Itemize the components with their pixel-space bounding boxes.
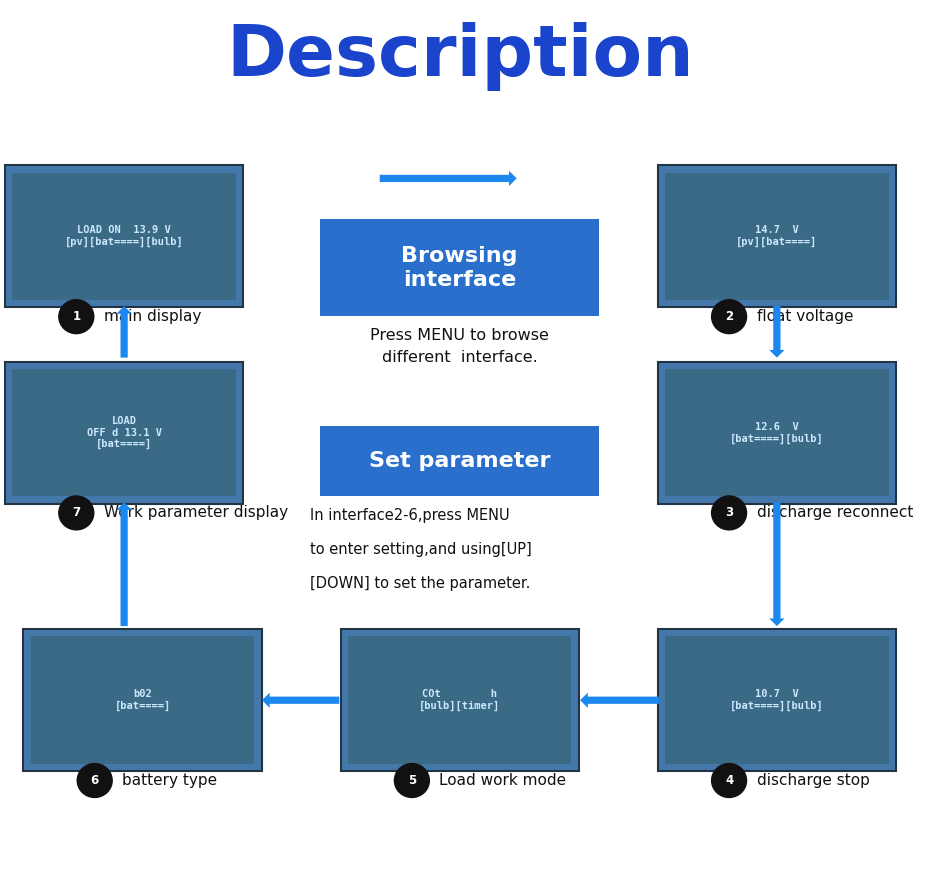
- Text: Work parameter display: Work parameter display: [104, 506, 288, 520]
- Text: 14.7  V
[pv][bat====]: 14.7 V [pv][bat====]: [736, 226, 817, 247]
- Text: 3: 3: [725, 507, 733, 519]
- FancyBboxPatch shape: [665, 369, 888, 496]
- Text: 7: 7: [72, 507, 80, 519]
- Circle shape: [59, 496, 94, 530]
- Circle shape: [711, 496, 746, 530]
- Text: 10.7  V
[bat====][bulb]: 10.7 V [bat====][bulb]: [730, 690, 824, 711]
- FancyBboxPatch shape: [657, 362, 896, 503]
- Text: 2: 2: [725, 310, 733, 323]
- FancyBboxPatch shape: [665, 173, 888, 300]
- FancyBboxPatch shape: [348, 637, 571, 764]
- Text: Browsing
interface: Browsing interface: [401, 245, 518, 290]
- FancyBboxPatch shape: [657, 630, 896, 771]
- Text: Description: Description: [226, 22, 693, 91]
- Text: 6: 6: [91, 774, 98, 787]
- FancyBboxPatch shape: [657, 166, 896, 307]
- Text: b02
[bat====]: b02 [bat====]: [114, 690, 170, 711]
- Text: 4: 4: [725, 774, 733, 787]
- FancyBboxPatch shape: [12, 369, 236, 496]
- FancyBboxPatch shape: [321, 426, 599, 496]
- Text: battery type: battery type: [122, 773, 218, 788]
- Text: discharge stop: discharge stop: [757, 773, 869, 788]
- Text: discharge reconnect: discharge reconnect: [757, 506, 913, 520]
- FancyBboxPatch shape: [24, 630, 261, 771]
- FancyBboxPatch shape: [31, 637, 254, 764]
- Text: Press MENU to browse
different  interface.: Press MENU to browse different interface…: [370, 328, 549, 366]
- Text: 12.6  V
[bat====][bulb]: 12.6 V [bat====][bulb]: [730, 422, 824, 443]
- Circle shape: [711, 764, 746, 797]
- FancyBboxPatch shape: [321, 219, 599, 316]
- Circle shape: [78, 764, 113, 797]
- Text: LOAD ON  13.9 V
[pv][bat====][bulb]: LOAD ON 13.9 V [pv][bat====][bulb]: [64, 226, 184, 247]
- Circle shape: [394, 764, 429, 797]
- Text: In interface2-6,press MENU: In interface2-6,press MENU: [310, 508, 510, 524]
- Text: [DOWN] to set the parameter.: [DOWN] to set the parameter.: [310, 576, 530, 591]
- FancyBboxPatch shape: [5, 166, 243, 307]
- Text: Load work mode: Load work mode: [440, 773, 567, 788]
- Text: 5: 5: [408, 774, 416, 787]
- FancyBboxPatch shape: [12, 173, 236, 300]
- Circle shape: [59, 300, 94, 334]
- Text: main display: main display: [104, 310, 201, 324]
- Text: float voltage: float voltage: [757, 310, 853, 324]
- Text: to enter setting,and using[UP]: to enter setting,and using[UP]: [310, 542, 532, 558]
- Text: COt        h
[bulb][timer]: COt h [bulb][timer]: [419, 690, 500, 711]
- Text: LOAD
OFF d 13.1 V
[bat====]: LOAD OFF d 13.1 V [bat====]: [87, 416, 162, 450]
- FancyBboxPatch shape: [665, 637, 888, 764]
- Text: Set parameter: Set parameter: [369, 451, 551, 471]
- Circle shape: [711, 300, 746, 334]
- Text: 1: 1: [72, 310, 80, 323]
- FancyBboxPatch shape: [341, 630, 579, 771]
- FancyBboxPatch shape: [5, 362, 243, 503]
